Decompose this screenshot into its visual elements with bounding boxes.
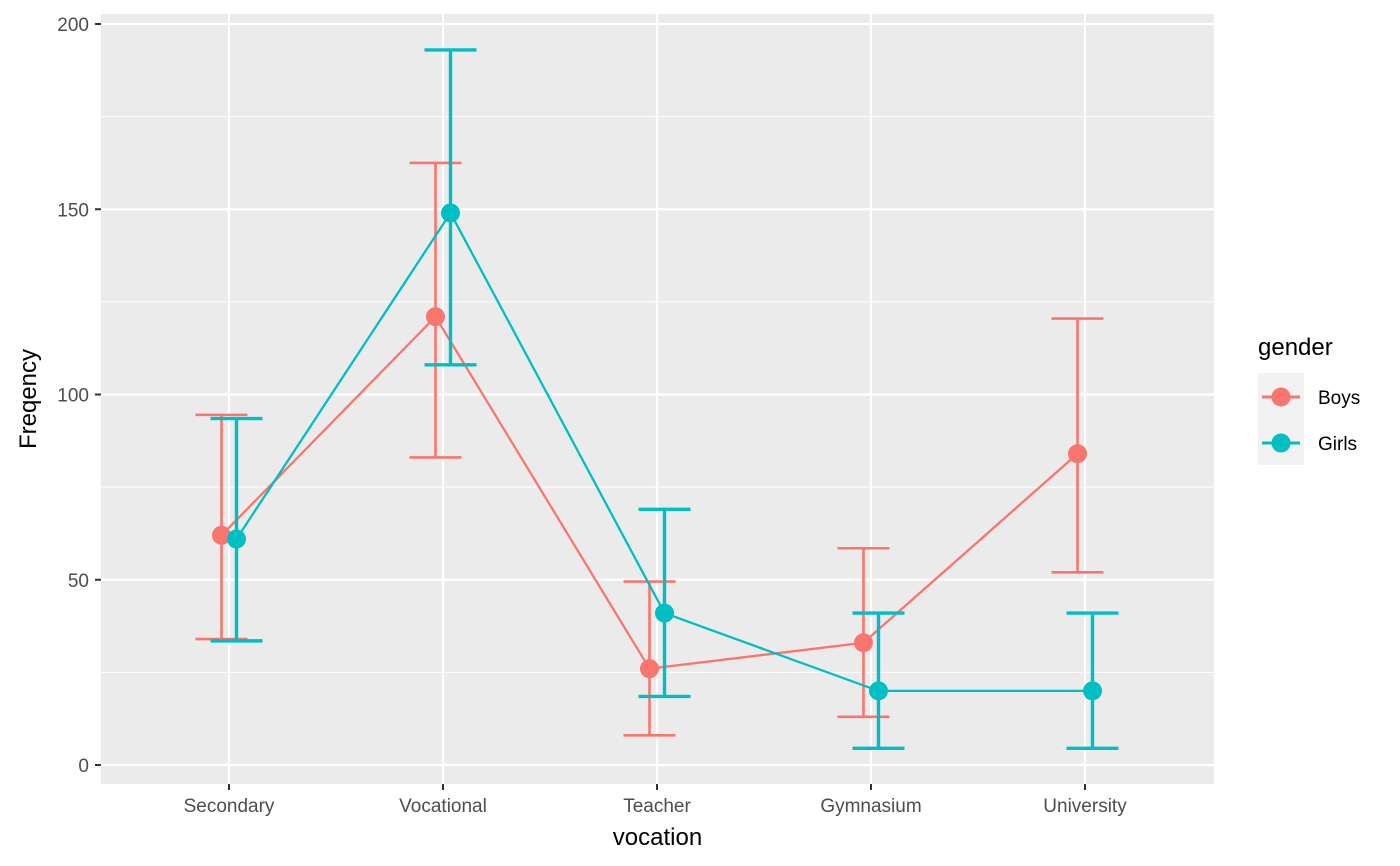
- legend-label: Girls: [1318, 434, 1357, 455]
- x-tick-label: Vocational: [399, 796, 487, 817]
- y-axis-title: Freqency: [15, 349, 42, 449]
- y-axis: 0 50 100 150 200: [57, 15, 101, 777]
- x-tick-label: Gymnasium: [820, 796, 921, 817]
- legend-key-point: [1271, 433, 1291, 453]
- data-point: [869, 681, 888, 701]
- y-tick-label: 150: [57, 200, 89, 221]
- legend-key-point: [1271, 387, 1291, 407]
- legend-keys: Boys Girls: [1258, 373, 1360, 465]
- data-point: [227, 529, 246, 549]
- y-tick-label: 100: [57, 386, 89, 407]
- x-tick-label: Secondary: [184, 796, 275, 817]
- x-tick-label: Teacher: [623, 796, 691, 817]
- legend-item-girls: Girls: [1262, 433, 1357, 455]
- x-axis: Secondary Vocational Teacher Gymnasium Unive…: [184, 784, 1127, 817]
- data-point: [1083, 681, 1102, 701]
- grid: [101, 14, 1214, 784]
- y-tick-label: 0: [78, 756, 89, 777]
- series-girls: [210, 48, 1119, 751]
- legend: gender Boys Girls: [1258, 334, 1360, 465]
- data-point: [441, 203, 460, 223]
- data-point: [854, 633, 873, 653]
- series-layer: [195, 48, 1119, 751]
- data-point: [212, 525, 231, 545]
- data-point: [640, 659, 659, 679]
- legend-item-boys: Boys: [1262, 387, 1360, 409]
- data-point: [655, 603, 674, 623]
- data-point: [426, 307, 445, 327]
- y-tick-label: 200: [57, 15, 89, 36]
- legend-label: Boys: [1318, 388, 1360, 409]
- y-tick-label: 50: [68, 571, 89, 592]
- x-axis-title: vocation: [613, 824, 702, 851]
- legend-title: gender: [1258, 334, 1333, 361]
- data-point: [1068, 444, 1087, 464]
- x-tick-label: University: [1043, 796, 1127, 817]
- series-boys: [195, 161, 1104, 737]
